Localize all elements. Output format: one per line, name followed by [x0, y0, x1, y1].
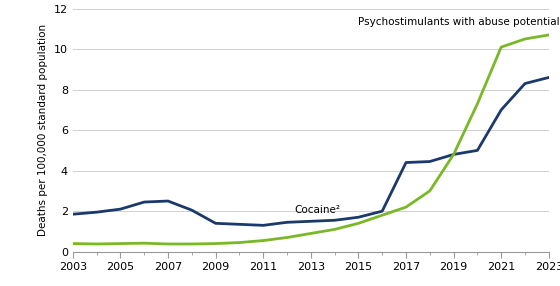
Text: Psychostimulants with abuse potential¹: Psychostimulants with abuse potential¹ [358, 17, 560, 27]
Text: Cocaine²: Cocaine² [294, 205, 340, 215]
Y-axis label: Deaths per 100,000 standard population: Deaths per 100,000 standard population [38, 24, 48, 236]
